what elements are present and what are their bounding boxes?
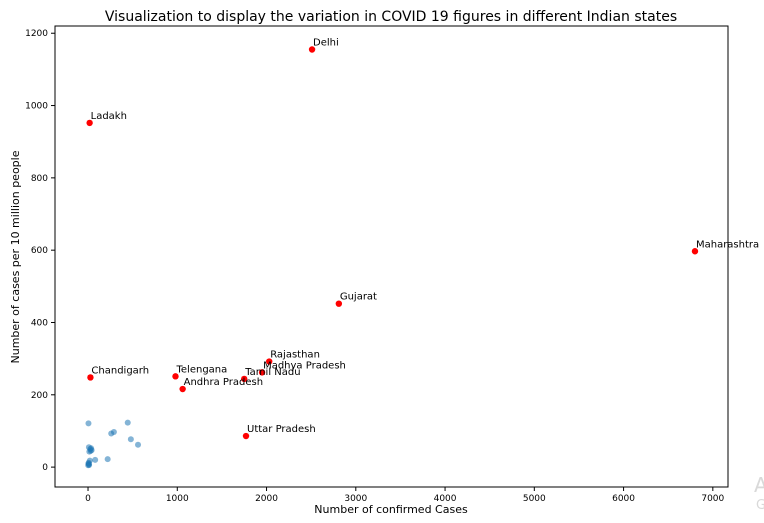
point-labels: Delhi Ladakh Maharashtra Gujarat RajasthanMa… bbox=[91, 38, 760, 436]
point-label: Ladakh bbox=[91, 111, 127, 122]
y-axis-label: Number of cases per 10 million people bbox=[9, 150, 22, 363]
state-point bbox=[172, 373, 179, 380]
plot-frame bbox=[54, 25, 729, 488]
x-tick-label: 0 bbox=[85, 494, 91, 504]
state-point bbox=[87, 374, 94, 381]
state-point-minor bbox=[127, 436, 134, 443]
point-label: Andhra Pradesh bbox=[184, 377, 263, 388]
state-point-minor bbox=[108, 430, 115, 437]
x-tick-label: 4000 bbox=[434, 494, 457, 504]
point-label: Delhi bbox=[313, 38, 339, 49]
y-tick-label: 1200 bbox=[25, 29, 48, 39]
state-point-minor bbox=[92, 456, 99, 463]
watermark-subtext: G bbox=[756, 498, 764, 513]
state-point bbox=[179, 385, 186, 393]
state-point-minor bbox=[88, 447, 95, 454]
state-point-minor bbox=[86, 461, 93, 468]
y-tick-label: 1000 bbox=[25, 102, 48, 112]
state-point-minor bbox=[85, 420, 92, 427]
x-tick-label: 6000 bbox=[612, 494, 635, 504]
point-label: Uttar Pradesh bbox=[247, 424, 316, 435]
state-point bbox=[258, 369, 266, 376]
point-label: Chandigarh bbox=[91, 365, 149, 376]
point-label: Gujarat bbox=[340, 292, 377, 303]
x-tick-label: 3000 bbox=[344, 494, 367, 504]
y-tick-label: 800 bbox=[31, 174, 48, 184]
state-point-minor bbox=[104, 456, 111, 463]
x-axis-label: Number of confirmed Cases bbox=[314, 503, 468, 516]
point-label: Madhya Pradesh bbox=[263, 360, 346, 371]
y-tick-label: 600 bbox=[31, 246, 48, 256]
state-point-minor bbox=[135, 441, 142, 448]
state-point bbox=[266, 358, 273, 365]
x-tick-label: 5000 bbox=[523, 494, 546, 504]
state-point bbox=[241, 375, 248, 383]
state-point bbox=[242, 432, 250, 440]
point-label: Maharashtra bbox=[696, 239, 759, 250]
x-tick-label: 2000 bbox=[255, 494, 278, 504]
y-tick-label: 0 bbox=[42, 463, 48, 473]
point-label: Telengana bbox=[175, 364, 227, 375]
y-tick-label: 400 bbox=[31, 318, 48, 328]
x-tick-label: 7000 bbox=[701, 494, 724, 504]
y-tick-label: 200 bbox=[31, 391, 48, 401]
x-tick-label: 1000 bbox=[166, 494, 189, 504]
chart-title: Visualization to display the variation i… bbox=[105, 9, 677, 25]
watermark-text: A bbox=[754, 473, 764, 497]
data-points bbox=[85, 46, 699, 469]
point-label: Rajasthan bbox=[270, 350, 320, 361]
state-point-minor bbox=[124, 419, 131, 426]
state-point bbox=[86, 119, 93, 127]
state-point bbox=[308, 46, 316, 53]
axis-ticks: 0 1000 2000 3000 4000 5000 6000 7000 0 200 400 600 8… bbox=[25, 29, 724, 504]
point-label: Tamil Nadu bbox=[244, 367, 300, 378]
state-point bbox=[691, 248, 699, 255]
state-point bbox=[335, 300, 343, 307]
